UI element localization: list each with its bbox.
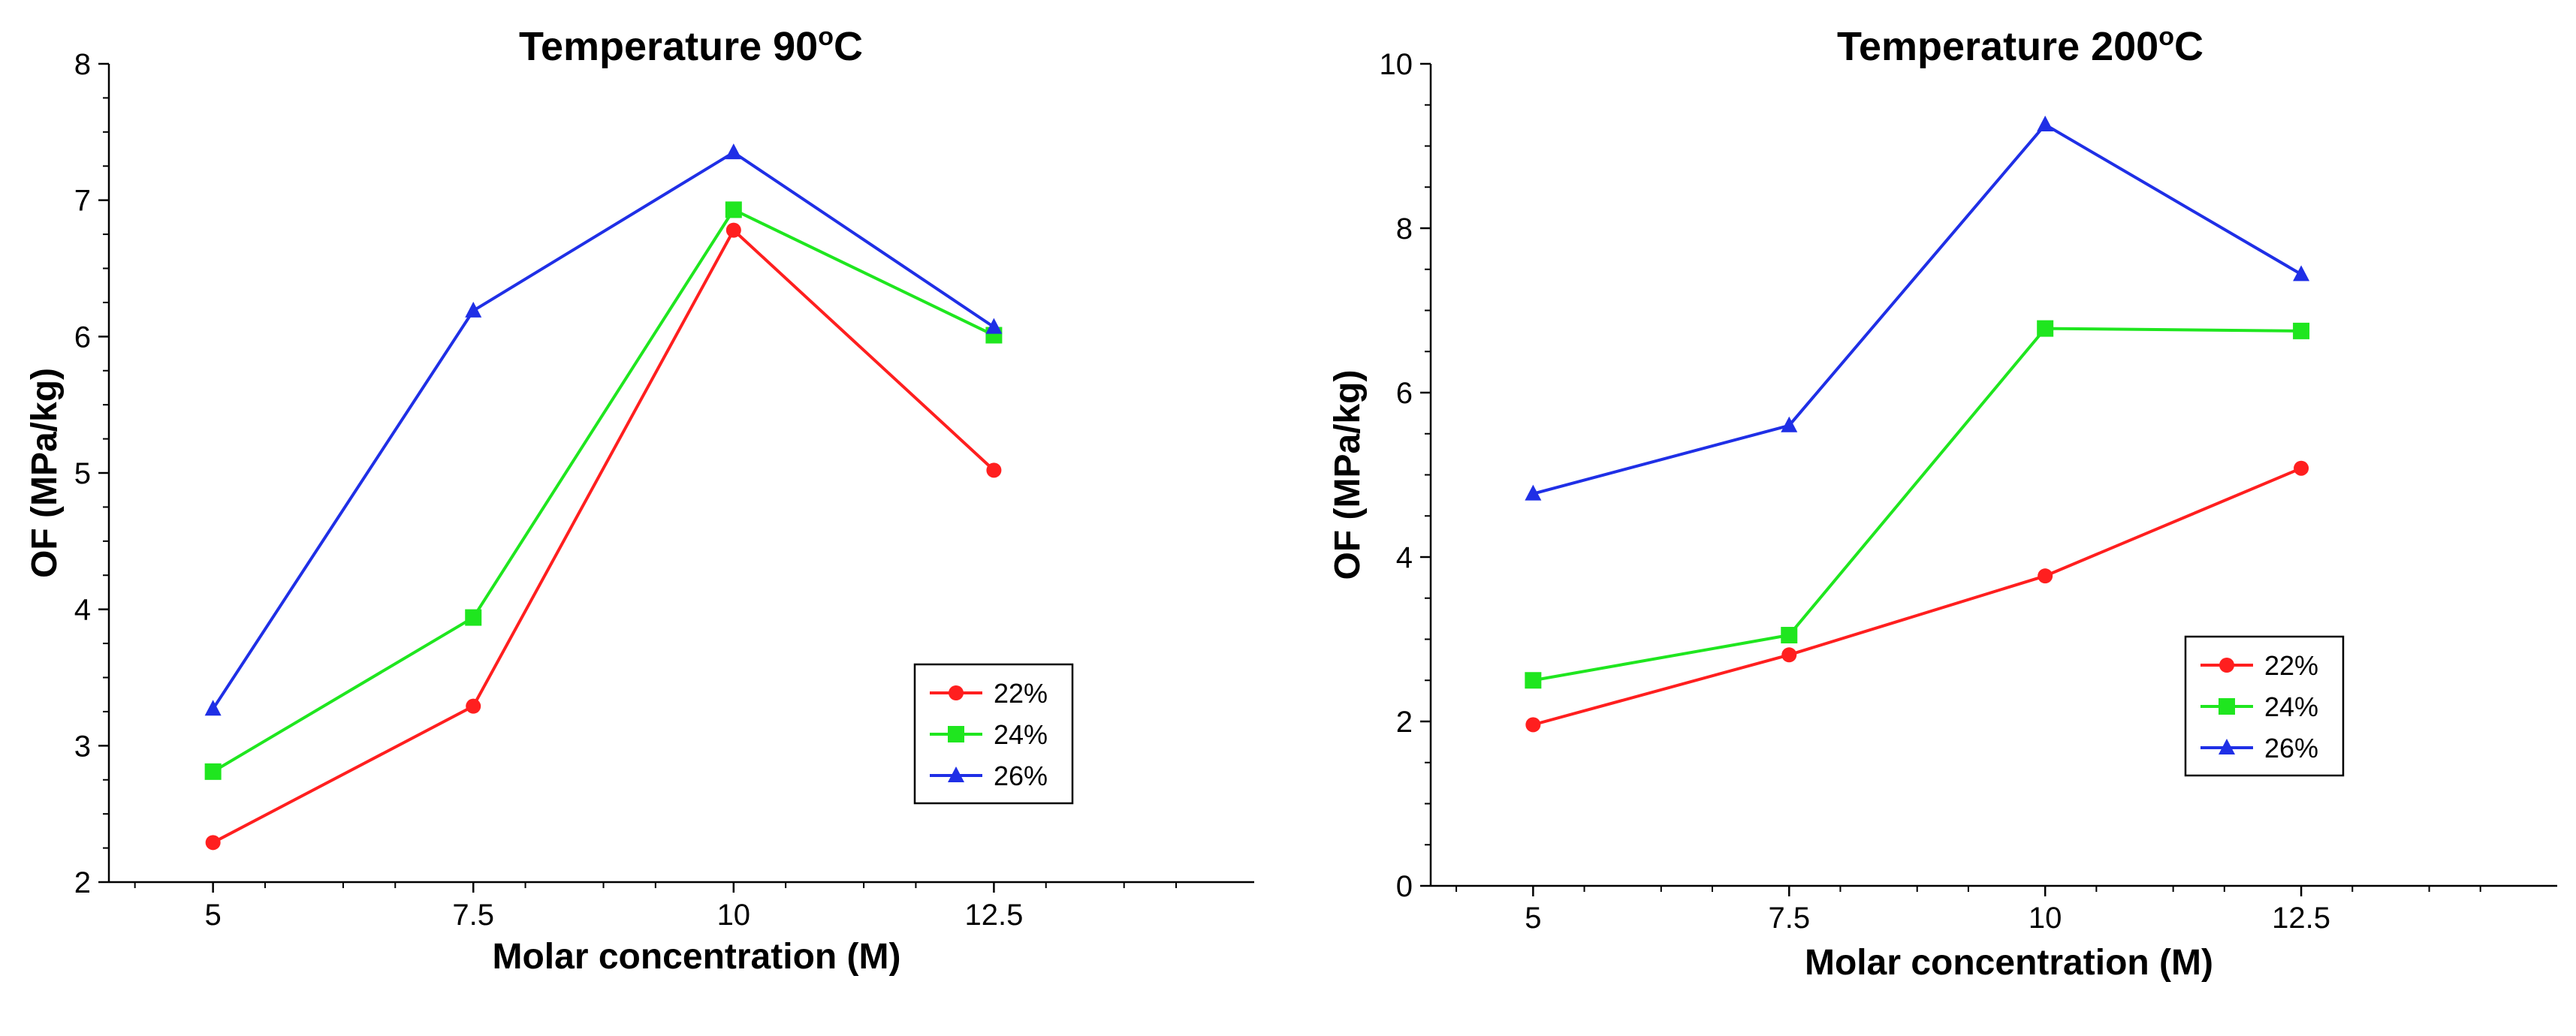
legend-label: 26% [2264, 733, 2318, 763]
legend: 22% 24% 26% [2184, 635, 2345, 777]
y-tick-label: 5 [74, 457, 91, 490]
x-axis-label: Molar concentration (M) [1805, 943, 2213, 983]
x-tick-label: 7.5 [1768, 902, 1810, 935]
series-24pct [204, 201, 1003, 780]
y-tick-label: 3 [74, 730, 91, 763]
series-26pct [204, 143, 1003, 716]
series-line [211, 150, 995, 710]
x-tick-label: 5 [205, 899, 222, 932]
y-tick-label: 4 [1396, 541, 1413, 574]
y-tick-label: 10 [1380, 48, 1413, 81]
legend-label: 26% [994, 760, 1048, 791]
series-22pct [1525, 460, 2309, 733]
legend-marker [2219, 739, 2235, 754]
y-tick-label: 4 [74, 594, 91, 627]
data-point [985, 318, 1003, 334]
data-point [2038, 568, 2053, 584]
x-tick-label: 12.5 [2272, 902, 2330, 935]
legend: 22% 24% 26% [913, 663, 1074, 805]
data-point [465, 609, 482, 626]
y-tick-label: 2 [1396, 706, 1413, 739]
y-tick-label: 6 [1396, 377, 1413, 410]
data-point [725, 222, 741, 238]
series-22pct [205, 222, 1002, 851]
data-point [465, 301, 482, 318]
series-line [1532, 122, 2303, 495]
series-24pct [1525, 320, 2310, 689]
series-line [1533, 327, 2302, 682]
chart-2: Temperature 200oC 0 2 4 6 8 10 5 7.5 10 12.5 Molar … [1328, 23, 2557, 983]
data-point [1525, 484, 1542, 501]
data-point [2294, 460, 2309, 476]
legend-label: 22% [2264, 650, 2318, 681]
y-tick-label: 6 [74, 321, 91, 354]
y-tick-label: 8 [1396, 212, 1413, 245]
y-tick-label: 2 [74, 866, 91, 899]
x-tick-label: 12.5 [964, 899, 1023, 932]
data-point [1781, 416, 1798, 432]
x-tick-label: 7.5 [452, 899, 494, 932]
y-axis-label: OF (MPa/kg) [25, 368, 65, 578]
data-point [725, 143, 742, 160]
data-point [2037, 320, 2054, 337]
data-point [725, 201, 742, 218]
x-tick-label: 5 [1525, 902, 1541, 935]
legend-label: 24% [2264, 691, 2318, 722]
data-point [204, 763, 222, 780]
chart-title: Temperature 200oC [1837, 23, 2203, 69]
data-point [2293, 265, 2310, 282]
series-26pct [1525, 116, 2310, 501]
legend-marker [2219, 658, 2234, 673]
x-tick-label: 10 [717, 899, 751, 932]
data-point [466, 698, 481, 714]
x-tick-label: 10 [2029, 902, 2062, 935]
chart-title: Temperature 90oC [519, 23, 863, 69]
data-point [2037, 116, 2054, 132]
data-point [1781, 647, 1797, 663]
series-line [1532, 466, 2302, 727]
data-point [1525, 672, 1542, 689]
data-point [205, 835, 221, 851]
legend-label: 22% [994, 678, 1048, 709]
series-line [212, 207, 995, 773]
legend-marker [949, 685, 964, 700]
legend-marker [2219, 698, 2235, 715]
data-point [1525, 717, 1541, 733]
series-line [212, 227, 995, 845]
legend-marker [948, 766, 964, 782]
chart-1: Temperature 90oC 2 3 4 5 6 7 8 5 7.5 10 12.5 Molar c… [25, 23, 1254, 977]
y-tick-label: 7 [74, 185, 91, 218]
data-point [986, 462, 1002, 478]
data-point [204, 700, 222, 716]
legend-marker [948, 726, 964, 742]
y-axis-label: OF (MPa/kg) [1328, 369, 1368, 580]
legend-label: 24% [994, 719, 1048, 750]
data-point [1781, 627, 1798, 644]
y-tick-label: 0 [1396, 870, 1413, 903]
y-tick-label: 8 [74, 48, 91, 81]
data-point [2293, 322, 2310, 339]
x-axis-label: Molar concentration (M) [492, 937, 900, 977]
